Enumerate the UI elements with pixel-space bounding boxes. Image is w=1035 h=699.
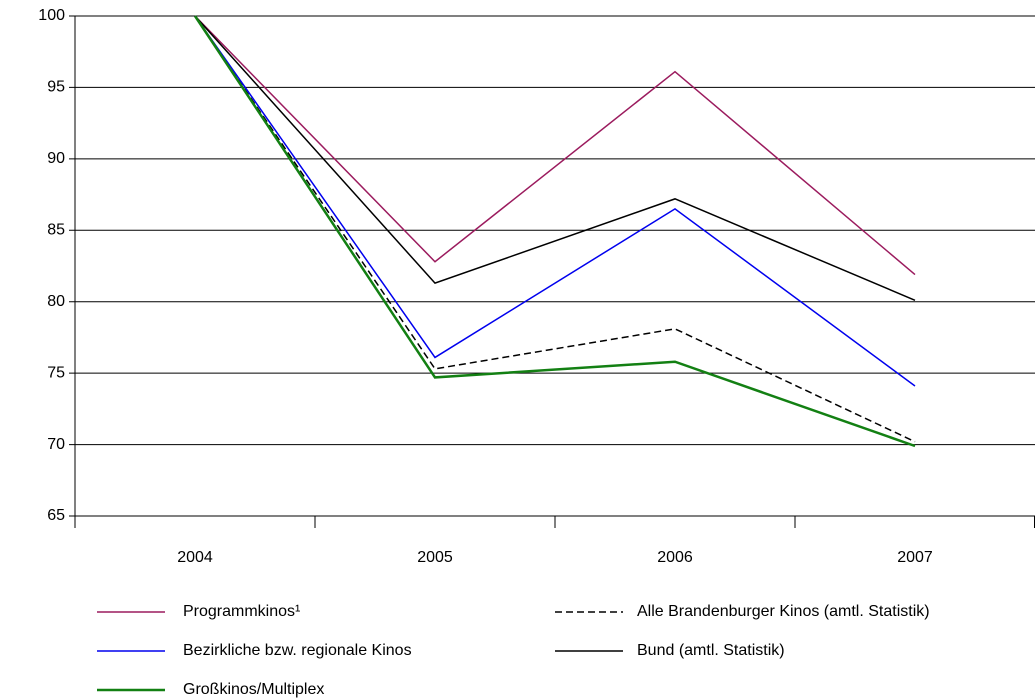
series-line bbox=[193, 15, 916, 448]
series-line bbox=[194, 15, 916, 276]
y-tick-label: 80 bbox=[47, 293, 65, 310]
legend-label: Alle Brandenburger Kinos (amtl. Statisti… bbox=[637, 603, 930, 620]
series-line bbox=[194, 15, 916, 301]
y-tick-label: 75 bbox=[47, 364, 65, 381]
y-tick-label: 95 bbox=[47, 79, 65, 96]
series-line bbox=[194, 15, 916, 443]
legend-label: Bezirkliche bzw. regionale Kinos bbox=[183, 642, 412, 659]
x-tick-label: 2007 bbox=[897, 549, 933, 566]
y-tick-label: 90 bbox=[47, 150, 65, 167]
legend-label: Großkinos/Multiplex bbox=[183, 681, 324, 698]
y-tick-label: 85 bbox=[47, 222, 65, 239]
legend-label: Programmkinos¹ bbox=[183, 603, 300, 620]
y-tick-label: 70 bbox=[47, 436, 65, 453]
legend-label: Bund (amtl. Statistik) bbox=[637, 642, 785, 659]
y-tick-label: 100 bbox=[38, 7, 65, 24]
x-tick-label: 2004 bbox=[177, 549, 213, 566]
series-line bbox=[194, 15, 916, 387]
x-tick-label: 2006 bbox=[657, 549, 693, 566]
x-tick-label: 2005 bbox=[417, 549, 453, 566]
y-tick-label: 65 bbox=[47, 507, 65, 524]
